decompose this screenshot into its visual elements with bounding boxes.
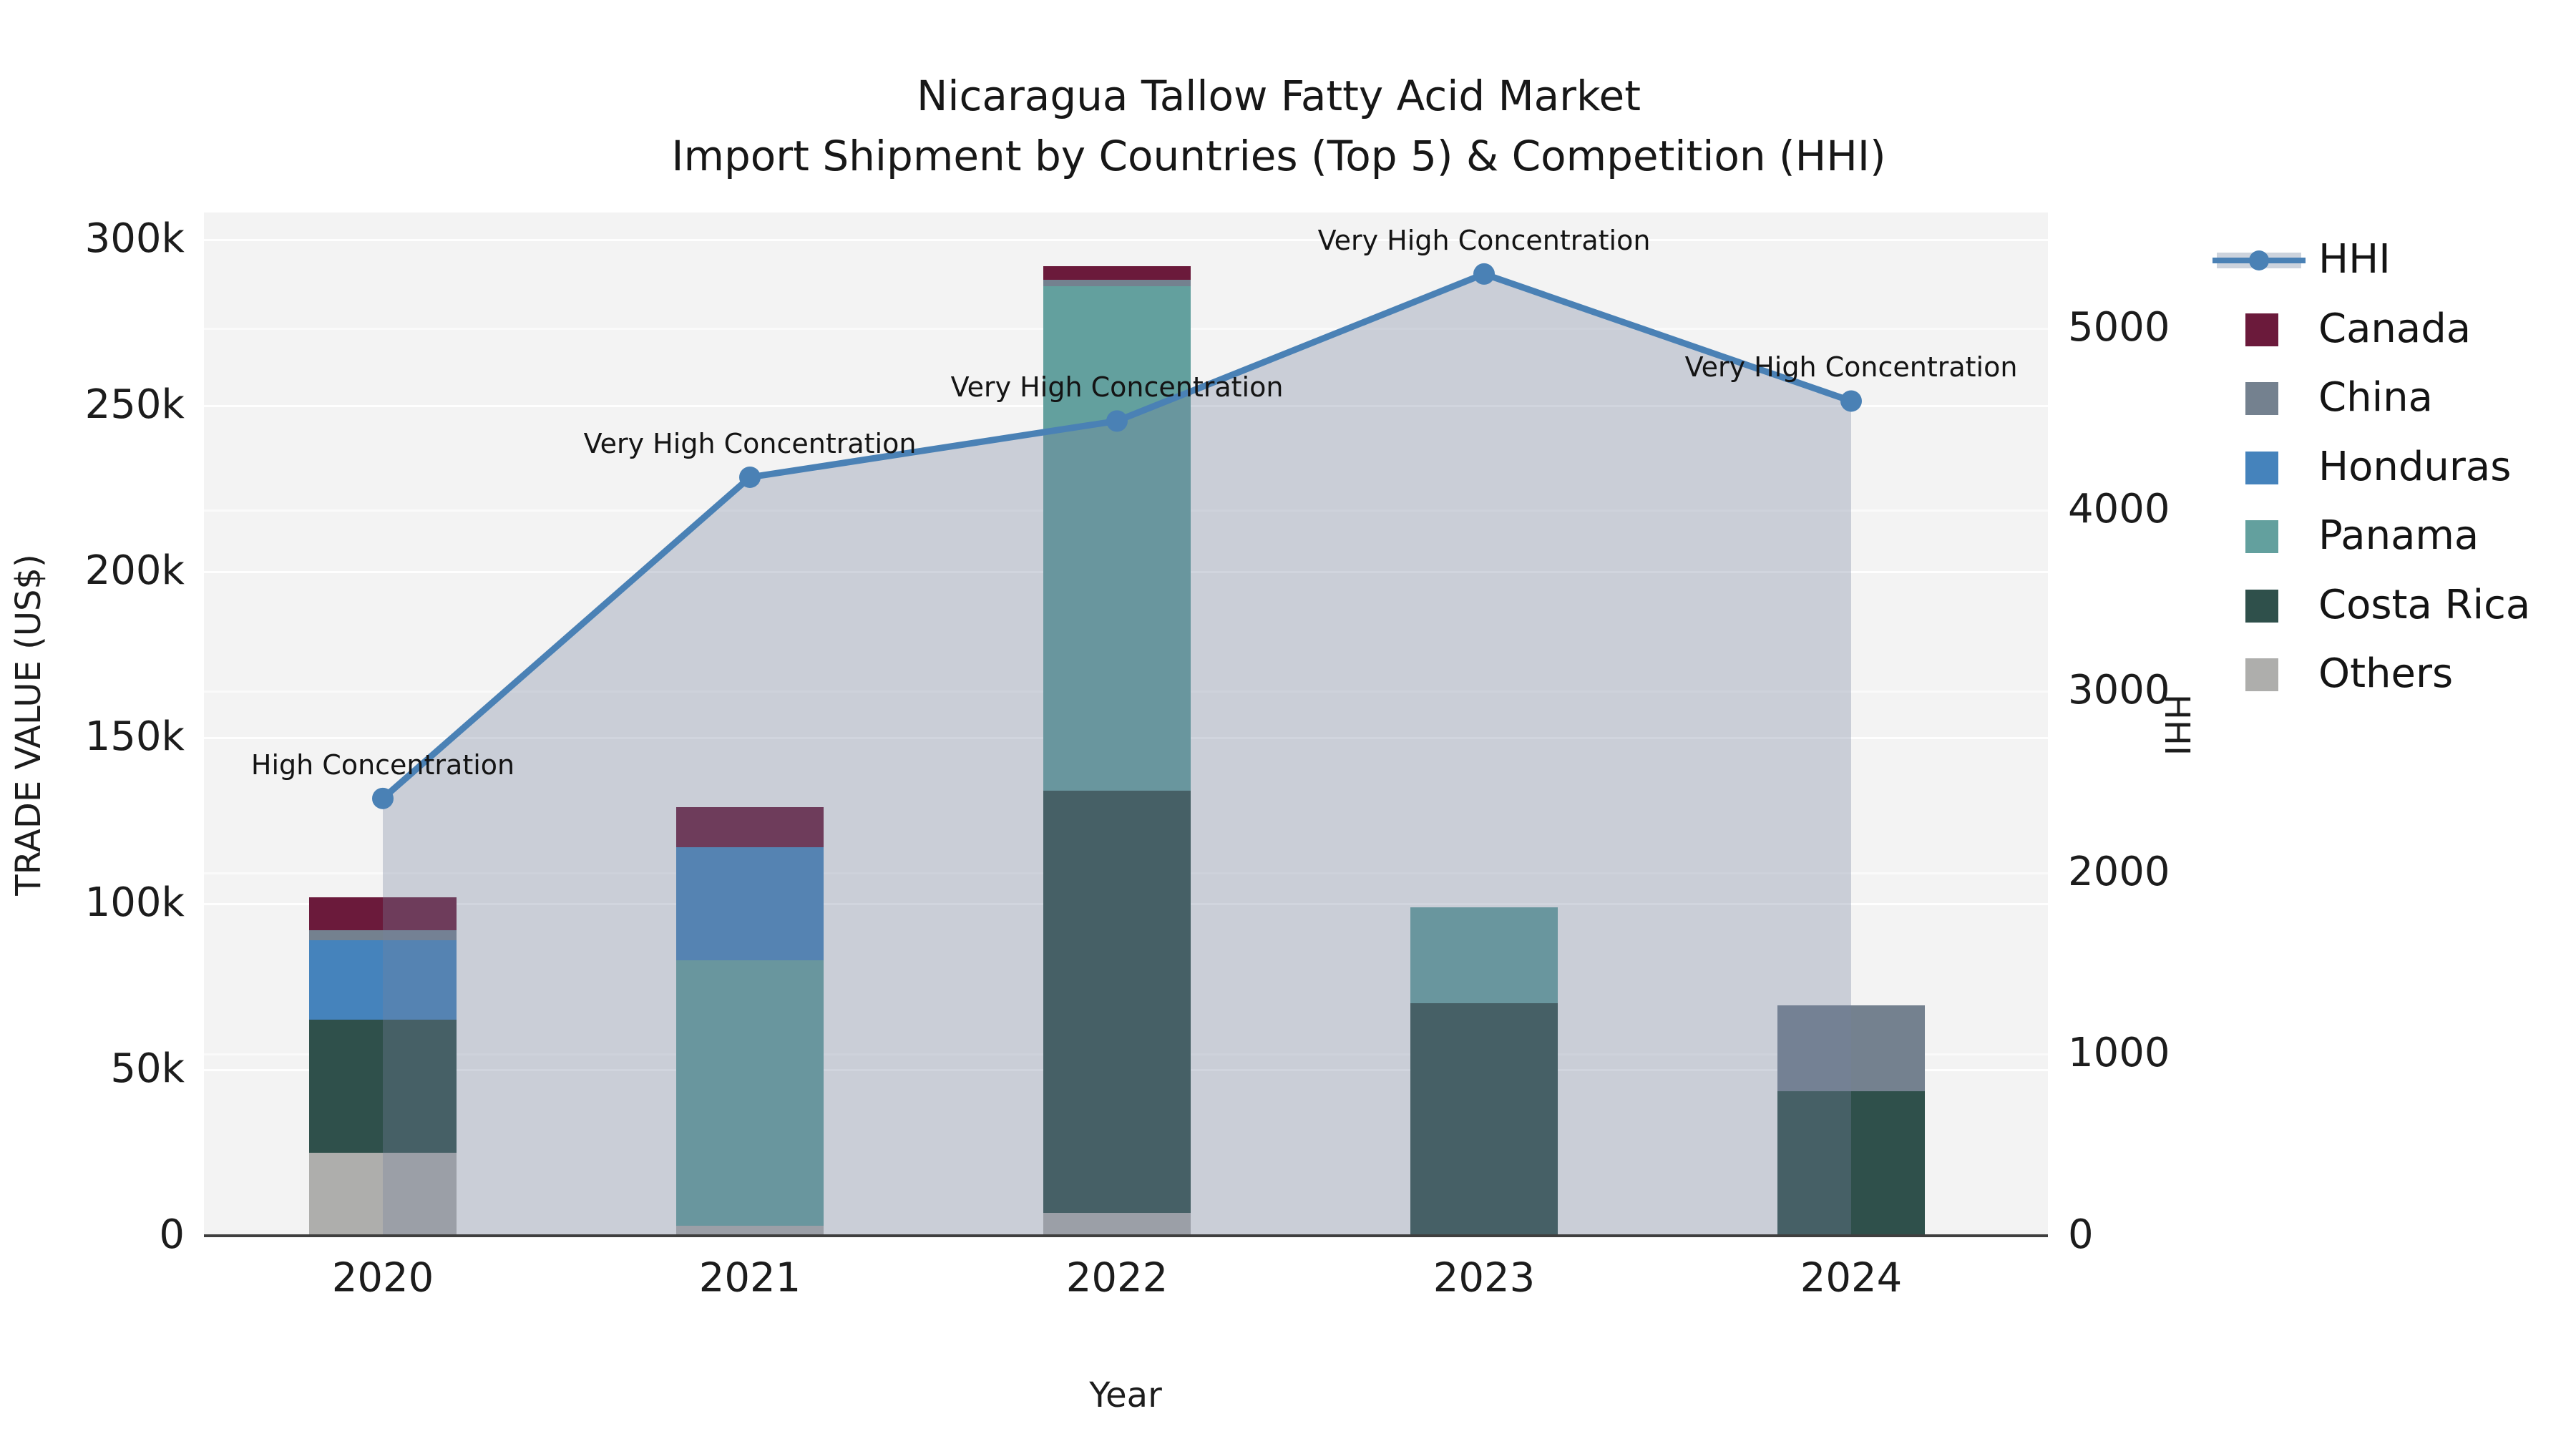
bar-segment-others-2020 [309, 1153, 457, 1236]
legend-label-others: Others [2318, 650, 2454, 697]
legend-label-panama: Panama [2318, 512, 2479, 559]
y-tick-right-1000: 1000 [2068, 1030, 2170, 1077]
bar-segment-others-2021 [676, 1226, 824, 1236]
bar-segment-honduras-2021 [676, 847, 824, 960]
x-tick-2023: 2023 [1433, 1254, 1536, 1302]
y-tick-right-2000: 2000 [2068, 848, 2170, 895]
chart-title-line1: Nicaragua Tallow Fatty Acid Market [917, 72, 1641, 120]
bar-segment-panama-2022 [1043, 286, 1191, 791]
bar-segment-canada-2022 [1043, 266, 1191, 280]
x-tick-2022: 2022 [1065, 1254, 1169, 1302]
y-tick-right-0: 0 [2068, 1211, 2094, 1258]
x-axis-line [204, 1234, 2048, 1237]
gridline-left-300k [204, 239, 2048, 241]
bar-segment-china-2020 [309, 930, 457, 941]
legend-swatch-others [2245, 658, 2278, 691]
y-tick-left-100k: 100k [84, 879, 185, 926]
annotation-2024: Very High Concentration [1684, 351, 2018, 384]
chart-title-line2: Import Shipment by Countries (Top 5) & C… [671, 132, 1886, 180]
legend-swatch-honduras [2245, 451, 2278, 484]
bar-segment-honduras-2020 [309, 940, 457, 1020]
legend-label-canada: Canada [2318, 305, 2472, 352]
y-tick-left-300k: 300k [84, 215, 185, 262]
y-tick-left-150k: 150k [84, 713, 185, 760]
bar-segment-canada-2021 [676, 807, 824, 848]
bar-segment-costa-rica-2020 [309, 1020, 457, 1153]
y-tick-right-3000: 3000 [2068, 667, 2170, 714]
y-tick-right-4000: 4000 [2068, 485, 2170, 532]
legend-swatch-china [2245, 382, 2278, 415]
y-tick-right-5000: 5000 [2068, 304, 2170, 351]
x-axis-title: Year [1089, 1375, 1162, 1415]
legend-swatch-costa-rica [2245, 589, 2278, 623]
annotation-2021: Very High Concentration [583, 427, 917, 459]
legend-swatch-panama [2245, 520, 2278, 553]
legend-swatch-canada [2245, 313, 2278, 346]
y-tick-left-200k: 200k [84, 547, 185, 594]
x-tick-2021: 2021 [698, 1254, 801, 1302]
y-tick-left-250k: 250k [84, 381, 185, 428]
chart-title: Nicaragua Tallow Fatty Acid Market Impor… [0, 66, 2557, 186]
y-axis-title-right: HHI [2157, 693, 2197, 756]
x-tick-2024: 2024 [1800, 1254, 1903, 1302]
bar-segment-panama-2023 [1410, 907, 1558, 1004]
legend-label-china: China [2318, 374, 2433, 421]
bar-segment-china-2022 [1043, 279, 1191, 286]
annotation-2022: Very High Concentration [950, 371, 1284, 404]
bar-segment-panama-2021 [676, 960, 824, 1226]
bar-segment-costa-rica-2024 [1777, 1091, 1925, 1236]
legend-label-honduras: Honduras [2318, 443, 2512, 490]
y-tick-left-0: 0 [159, 1211, 185, 1258]
bar-segment-costa-rica-2023 [1410, 1003, 1558, 1236]
annotation-2020: High Concentration [250, 748, 515, 781]
bar-segment-costa-rica-2022 [1043, 791, 1191, 1213]
legend-label-costa-rica: Costa Rica [2318, 581, 2531, 628]
legend-hhi-marker-icon [2249, 250, 2269, 270]
legend-label-hhi: HHI [2318, 236, 2391, 283]
y-tick-left-50k: 50k [110, 1045, 185, 1092]
x-tick-2020: 2020 [331, 1254, 434, 1302]
bar-segment-others-2022 [1043, 1212, 1191, 1236]
annotation-2023: Very High Concentration [1317, 224, 1651, 256]
y-axis-title-left: TRADE VALUE (US$) [9, 554, 49, 896]
bar-segment-canada-2020 [309, 897, 457, 931]
bar-segment-china-2024 [1777, 1005, 1925, 1092]
